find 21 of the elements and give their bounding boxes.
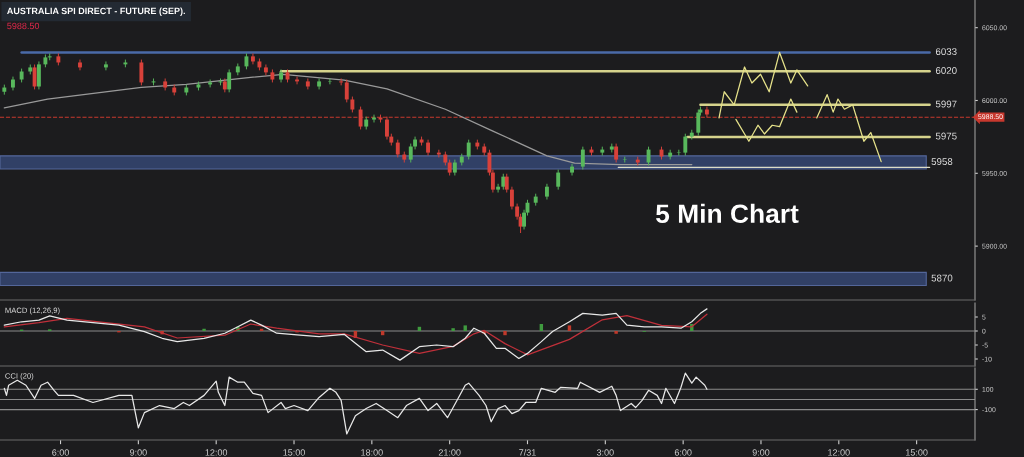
series-label: 5997 <box>935 100 957 108</box>
x-tick-label: 9:00 <box>752 449 770 456</box>
x-tick-label: 7/31 <box>519 449 536 456</box>
band-label: 5870 <box>931 274 953 282</box>
band-label: 5958 <box>931 158 953 165</box>
x-tick-label: 15:00 <box>906 449 928 456</box>
text: 5988.50 <box>7 22 40 30</box>
x-tick-label: 9:00 <box>130 449 147 456</box>
x-tick-label: 12:00 <box>205 449 228 456</box>
x-tick-label: 12:00 <box>828 449 850 456</box>
x-tick-label: 6:00 <box>52 449 69 456</box>
x-tick-label: 6:00 <box>674 449 692 456</box>
x-tick-label: 21:00 <box>438 449 461 456</box>
x-tick-label: 18:00 <box>361 449 383 456</box>
x-tick-label: 15:00 <box>283 449 305 456</box>
x-tick-label: 3:00 <box>596 449 614 456</box>
series-label: 5975 <box>935 132 957 140</box>
text: AUSTRALIA SPI DIRECT - FUTURE (SEP). <box>7 7 185 16</box>
annotation: 5 Min Chart <box>656 203 799 224</box>
series-label: 6033 <box>935 48 957 56</box>
series-label: 6020 <box>935 67 957 74</box>
